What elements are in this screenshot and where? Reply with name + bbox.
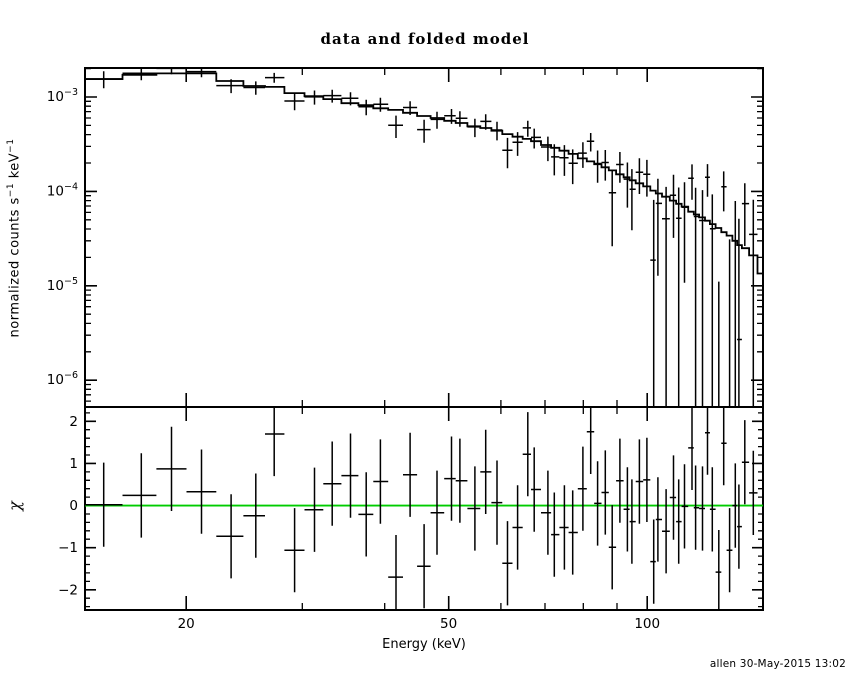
residual-data-points	[85, 407, 758, 610]
y-tick-label-chi: −1	[58, 540, 78, 556]
y-tick-label-counts: 10−5	[47, 276, 78, 294]
y-tick-label-chi: 0	[69, 498, 78, 514]
minor-ticks	[85, 67, 763, 610]
y-tick-label-counts: 10−3	[47, 87, 78, 105]
y-tick-label-chi: 1	[69, 456, 78, 472]
x-tick-label: 50	[440, 616, 457, 632]
page-title: data and folded model	[320, 30, 530, 48]
y-tick-label-counts: 10−6	[47, 370, 78, 388]
timestamp-label: allen 30-May-2015 13:02	[709, 658, 846, 670]
y-tick-label-counts: 10−4	[47, 181, 78, 199]
y-axis-title-chi: χ	[5, 501, 24, 511]
major-ticks	[85, 68, 763, 610]
top-panel-frame	[84, 67, 764, 408]
x-tick-label: 20	[178, 616, 195, 632]
y-axis-title-counts: normalized counts s−1 keV−1	[6, 58, 24, 418]
bottom-panel-frame	[84, 406, 764, 611]
x-tick-label: 100	[634, 616, 660, 632]
y-axis-title-part: −1	[6, 138, 16, 153]
folded-model-histogram	[85, 72, 763, 275]
y-tick-label-chi: 2	[69, 414, 78, 430]
spectrum-data-points	[85, 67, 758, 407]
x-axis-title: Energy (keV)	[382, 637, 466, 652]
y-axis-title-part: normalized counts s	[7, 197, 23, 338]
y-tick-label-chi: −2	[58, 582, 78, 598]
y-axis-title-part: −1	[6, 182, 16, 198]
y-axis-title-part: keV	[7, 152, 23, 183]
